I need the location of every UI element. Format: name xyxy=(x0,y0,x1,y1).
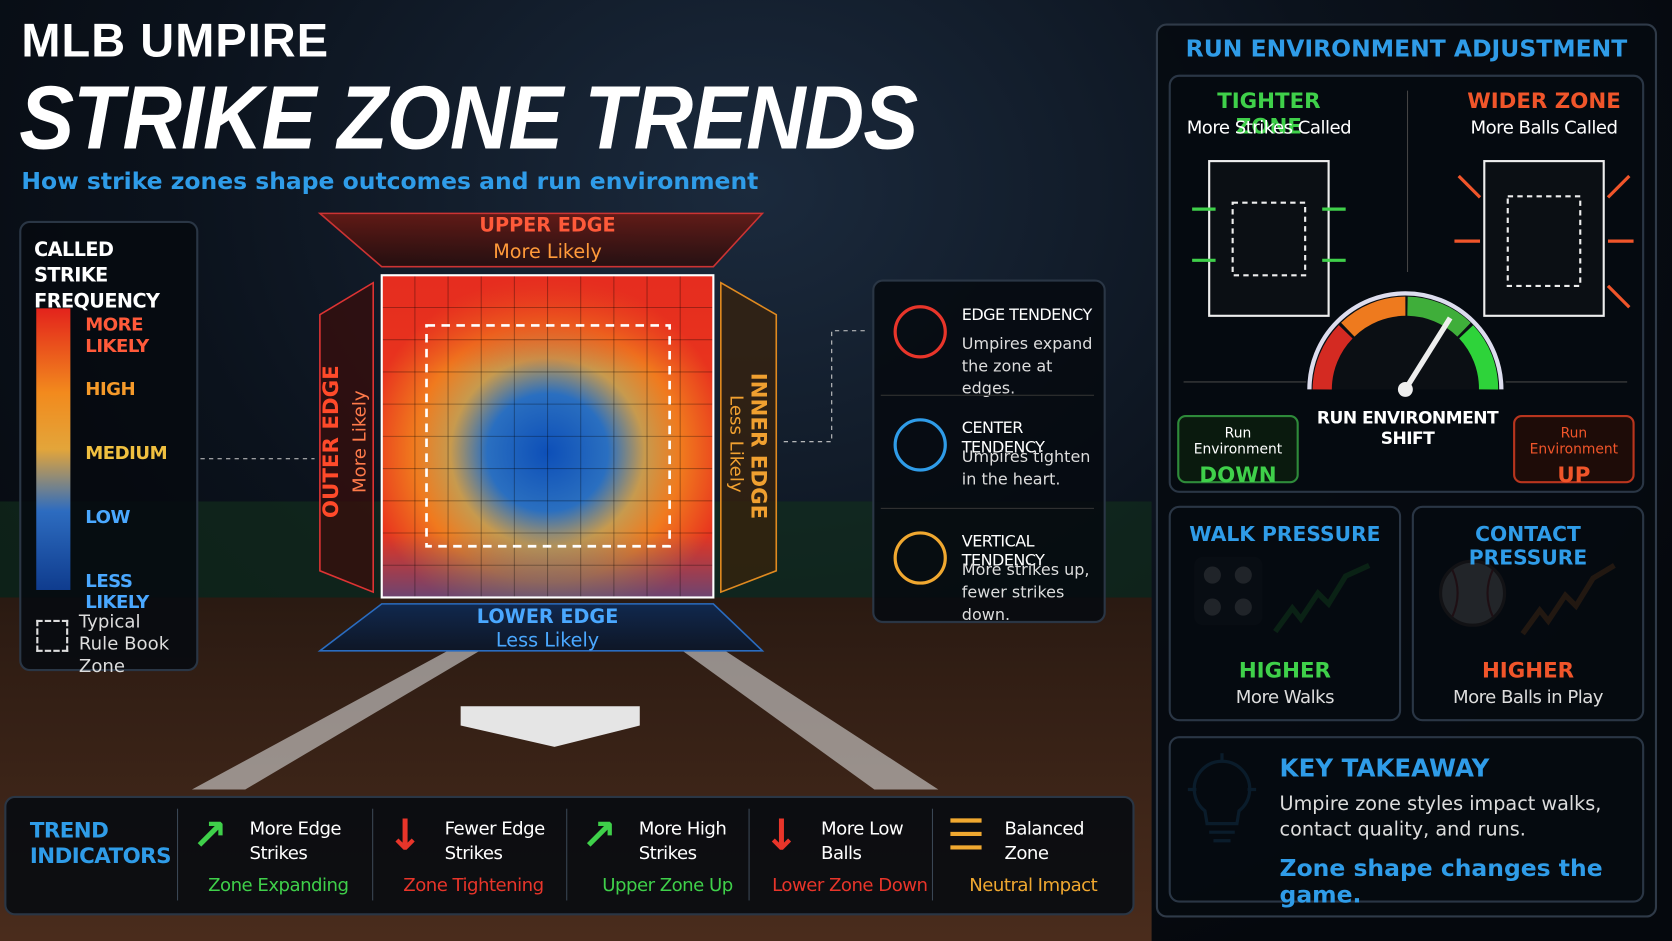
legend-level: HIGH xyxy=(85,378,136,401)
legend-level: MORE LIKELY xyxy=(85,314,149,358)
tendency-icon xyxy=(893,531,947,585)
up-box: Run Environment UP xyxy=(1513,415,1635,488)
inner-cap xyxy=(720,281,778,594)
tendency-icon xyxy=(893,418,947,472)
heatmap-grid xyxy=(381,275,714,598)
down-value: DOWN xyxy=(1199,461,1277,488)
legend-level: LESS LIKELY xyxy=(85,570,149,614)
tighter-title: TIGHTER ZONE xyxy=(1217,87,1321,139)
trend-icon: ↗ xyxy=(191,810,228,860)
outer-edge-note: More Likely xyxy=(349,390,372,494)
takeaway-title: KEY TAKEAWAY xyxy=(1279,755,1490,784)
trend-label: More Edge Strikes xyxy=(249,818,342,865)
divider xyxy=(748,808,750,901)
trend-panel: TREND INDICATORS ↗ More Edge Strikes Zone … xyxy=(4,795,1135,916)
pressure-note: More Walks xyxy=(1235,687,1335,709)
legend-scale xyxy=(36,308,71,590)
trend-label: More High Strikes xyxy=(638,818,727,865)
takeaway-text: Umpire zone styles impact walks, contact… xyxy=(1279,792,1602,841)
lower-edge-note: Less Likely xyxy=(495,629,600,652)
trend-effect: Zone Expanding xyxy=(208,874,349,897)
takeaway-emphasis: Zone shape changes the game. xyxy=(1279,855,1603,909)
up-label: Run Environment xyxy=(1529,425,1619,458)
rule-book-label: Typical Rule Book Zone xyxy=(78,611,170,678)
rule-book-zone xyxy=(425,324,671,548)
outer-edge-label: OUTER EDGE xyxy=(317,365,344,519)
home-plate xyxy=(460,706,640,747)
legend-dashed-box xyxy=(36,619,69,652)
lower-edge-label: LOWER EDGE xyxy=(476,605,619,629)
upper-edge-label: UPPER EDGE xyxy=(479,214,616,237)
wider-note: More Balls Called xyxy=(1470,117,1618,139)
zone-border xyxy=(380,274,715,599)
pressure-level: HIGHER xyxy=(1238,657,1331,683)
down-label: Run Environment xyxy=(1193,425,1283,458)
down-box: Run Environment DOWN xyxy=(1177,415,1299,488)
trend-effect: Neutral Impact xyxy=(969,874,1098,897)
lower-cap xyxy=(317,603,765,652)
heatmap-shade xyxy=(381,275,714,598)
gauge-label: RUN ENVIRONMENT SHIFT xyxy=(1316,407,1499,449)
outer-cap xyxy=(319,281,375,594)
inner-edge-label: INNER EDGE xyxy=(746,372,773,520)
trend-icon: ↗ xyxy=(581,810,617,860)
trend-label: Fewer Edge Strikes xyxy=(444,818,546,865)
pressure-level: HIGHER xyxy=(1481,657,1575,683)
trend-effect: Upper Zone Up xyxy=(602,874,733,897)
tendency-icon xyxy=(893,305,947,359)
trend-title: TREND INDICATORS xyxy=(29,817,172,869)
divider xyxy=(880,507,1095,509)
pressure-title: CONTACT PRESSURE xyxy=(1468,522,1588,570)
upper-edge-note: More Likely xyxy=(493,241,602,264)
tendency-title: EDGE TENDENCY xyxy=(961,305,1093,325)
kicker: MLB UMPIRE xyxy=(21,14,330,68)
wider-title: WIDER ZONE xyxy=(1467,87,1621,114)
tendency-panel: EDGE TENDENCY Umpires expand the zone at … xyxy=(872,279,1106,625)
trend-icon: ☰ xyxy=(946,810,986,860)
tendency-title: CENTER TENDENCY xyxy=(961,418,1045,457)
trend-icon: ↓ xyxy=(387,810,423,860)
tendency-text: Umpires tighten in the heart. xyxy=(961,447,1091,489)
divider xyxy=(177,808,179,901)
legend-level: MEDIUM xyxy=(85,442,168,465)
divider xyxy=(566,808,568,901)
trend-icon: ↓ xyxy=(763,810,800,860)
tighter-note: More Strikes Called xyxy=(1186,117,1352,139)
chalk-line xyxy=(191,650,480,790)
legend-level: LOW xyxy=(85,506,131,529)
tendency-text: Umpires expand the zone at edges. xyxy=(961,333,1093,398)
divider xyxy=(372,808,374,901)
pressure-note: More Balls in Play xyxy=(1452,687,1604,709)
inner-edge-note: Less Likely xyxy=(725,395,747,493)
connector xyxy=(783,330,870,443)
tendency-text: More strikes up, fewer strikes down. xyxy=(961,560,1090,625)
run-env-title: RUN ENVIRONMENT ADJUSTMENT xyxy=(1185,36,1628,63)
divider xyxy=(931,808,934,901)
pressure-panel: CONTACT PRESSURE HIGHER More Balls in Pl… xyxy=(1411,505,1645,722)
subtitle: How strike zones shape outcomes and run … xyxy=(21,168,759,196)
chalk-line xyxy=(682,650,939,790)
trend-label: More Low Balls xyxy=(821,818,904,865)
outer-edge: OUTER EDGE xyxy=(318,303,344,580)
pressure-title: WALK PRESSURE xyxy=(1189,522,1381,547)
legend-panel: CALLED STRIKE FREQUENCY MORE LIKELY HIGH M… xyxy=(19,220,199,677)
trend-effect: Zone Tightening xyxy=(403,874,544,897)
up-value: UP xyxy=(1557,461,1591,488)
trend-effect: Lower Zone Down xyxy=(772,874,928,897)
pressure-panel: WALK PRESSURE HIGHER More Walks xyxy=(1168,505,1402,722)
upper-cap xyxy=(317,212,765,268)
tendency-title: VERTICAL TENDENCY xyxy=(961,531,1045,570)
trend-label: Balanced Zone xyxy=(1004,818,1084,865)
legend-title: CALLED STRIKE FREQUENCY xyxy=(34,238,160,313)
title: STRIKE ZONE TRENDS xyxy=(19,67,918,168)
takeaway-panel: KEY TAKEAWAY Umpire zone styles impact w… xyxy=(1168,736,1645,909)
divider xyxy=(880,394,1095,396)
